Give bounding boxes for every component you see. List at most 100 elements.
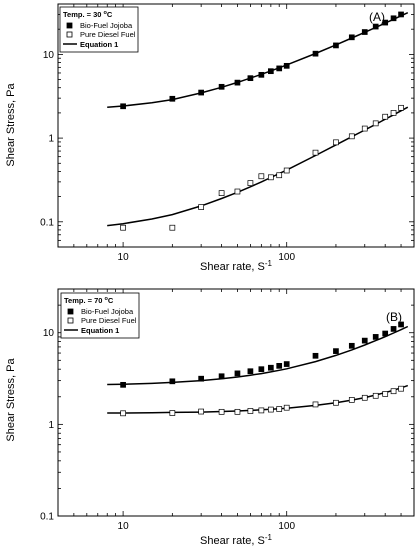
diesel-point: [382, 113, 389, 120]
y-tick-label: 10: [43, 50, 55, 61]
diesel-point: [218, 190, 225, 196]
bio-fuel-point: [283, 62, 290, 69]
bio-fuel-point: [312, 352, 319, 359]
bio-fuel-point: [267, 364, 274, 371]
legend-label-diesel-a: Pure Diesel Fuel: [80, 30, 136, 39]
diesel-point: [390, 110, 397, 116]
bio-fuel-point: [372, 23, 379, 30]
diesel-point: [258, 407, 265, 414]
diesel-point: [198, 204, 205, 210]
diesel-point: [333, 139, 339, 146]
diesel-point: [382, 391, 389, 397]
plot-frame-b: [57, 288, 415, 517]
x-tick-label: 100: [278, 521, 295, 532]
bio-fuel-point: [312, 50, 319, 57]
bio-fuel-point: [198, 375, 205, 382]
legend-marker-bio-b: [67, 308, 74, 315]
diesel-point: [398, 385, 404, 392]
bio-fuel-point: [258, 366, 265, 373]
bio-fuel-point: [247, 75, 254, 82]
bio-fuel-point: [218, 373, 225, 380]
equation-1-curve: [107, 106, 409, 227]
x-axis-title-a: Shear rate, S-1: [200, 259, 272, 273]
legend-a: Temp. = 30 oC Bio-Fuel Jojoba Pure Diese…: [59, 6, 139, 53]
bio-fuel-point: [276, 65, 283, 72]
equation-1-curve: [107, 325, 409, 386]
bio-fuel-point: [390, 326, 397, 332]
bio-fuel-point: [120, 103, 126, 110]
diesel-point: [120, 224, 126, 231]
chart-panel-b: (B) Shear Stress, Pa Shear rate, S-1 10 1…: [5, 288, 415, 547]
legend-title-b-sup: o: [105, 296, 109, 302]
diesel-point: [258, 173, 265, 180]
diesel-point: [333, 399, 339, 406]
diesel-point: [348, 133, 355, 140]
diesel-point: [169, 410, 176, 416]
diesel-point: [267, 174, 274, 181]
chart-panel-a: (A) Shear Stress, Pa Shear rate, S-1 10 1…: [5, 3, 415, 273]
diesel-point: [283, 167, 290, 174]
legend-title-b-unit: C: [108, 296, 114, 305]
legend-label-bio-b: Bio-Fuel Jojoba: [81, 307, 134, 316]
diesel-point: [361, 125, 368, 132]
panel-label-a: (A): [369, 10, 385, 24]
y-tick-label: 0.1: [40, 512, 54, 523]
bio-fuel-point: [234, 79, 241, 86]
x-tick-label: 10: [118, 521, 130, 532]
y-axis-title-a: Shear Stress, Pa: [5, 83, 17, 167]
diesel-point: [283, 404, 290, 411]
bio-fuel-point: [169, 95, 176, 102]
bio-fuel-point: [398, 11, 404, 18]
diesel-point: [198, 408, 205, 415]
bio-fuel-point: [372, 334, 379, 340]
diesel-point: [234, 408, 241, 415]
diesel-point: [372, 392, 379, 399]
diesel-point: [348, 397, 355, 403]
legend-label-eq-b: Equation 1: [81, 326, 119, 335]
bio-fuel-point: [348, 34, 355, 41]
bio-fuel-point: [218, 83, 225, 90]
diesel-point: [312, 149, 319, 156]
y-axis-title-b: Shear Stress, Pa: [5, 358, 17, 442]
axis-ticks-b: 10 100 0.1 1 10: [40, 288, 415, 532]
bio-fuel-point: [361, 29, 368, 35]
bio-fuel-point: [348, 342, 355, 349]
diesel-point: [218, 408, 225, 415]
x-axis-title-a-base: Shear rate, S: [200, 261, 265, 273]
diesel-point: [247, 180, 254, 186]
bio-fuel-point: [169, 378, 176, 385]
bio-fuel-point: [382, 330, 389, 337]
bio-fuel-point: [283, 361, 290, 367]
y-tick-label: 1: [48, 420, 54, 431]
bio-fuel-point: [382, 19, 389, 26]
diesel-point: [361, 394, 368, 401]
bio-fuel-point: [120, 381, 126, 388]
bio-fuel-point: [198, 89, 205, 96]
bio-fuel-point: [333, 42, 339, 49]
bio-fuel-point: [234, 370, 241, 377]
diesel-point: [276, 406, 283, 412]
x-axis-title-b: Shear rate, S-1: [200, 533, 272, 547]
diesel-point: [120, 410, 126, 417]
bio-fuel-point: [258, 71, 265, 78]
diesel-point: [267, 406, 274, 413]
legend-marker-diesel-a: [66, 31, 73, 38]
legend-marker-diesel-b: [67, 317, 74, 324]
bio-fuel-point: [361, 337, 368, 344]
x-axis-title-b-sup: -1: [265, 533, 273, 542]
legend-title-a: Temp. = 30 oC: [63, 10, 113, 19]
legend-b: Temp. = 70 oC Bio-Fuel Jojoba Pure Diese…: [60, 292, 140, 339]
bio-fuel-point: [333, 348, 339, 354]
diesel-point: [398, 104, 404, 111]
data-markers-b: [120, 321, 404, 417]
x-tick-label: 100: [278, 252, 295, 263]
x-axis-title-a-sup: -1: [265, 259, 273, 268]
y-tick-label: 10: [43, 328, 55, 339]
legend-marker-bio-a: [66, 22, 73, 29]
axis-ticks-a: 10 100 0.1 1 10: [40, 3, 415, 263]
equation-1-curve: [107, 12, 409, 109]
legend-title-a-base: Temp. = 30: [63, 10, 104, 19]
x-tick-label: 10: [118, 252, 130, 263]
legend-title-a-sup: o: [104, 10, 108, 16]
